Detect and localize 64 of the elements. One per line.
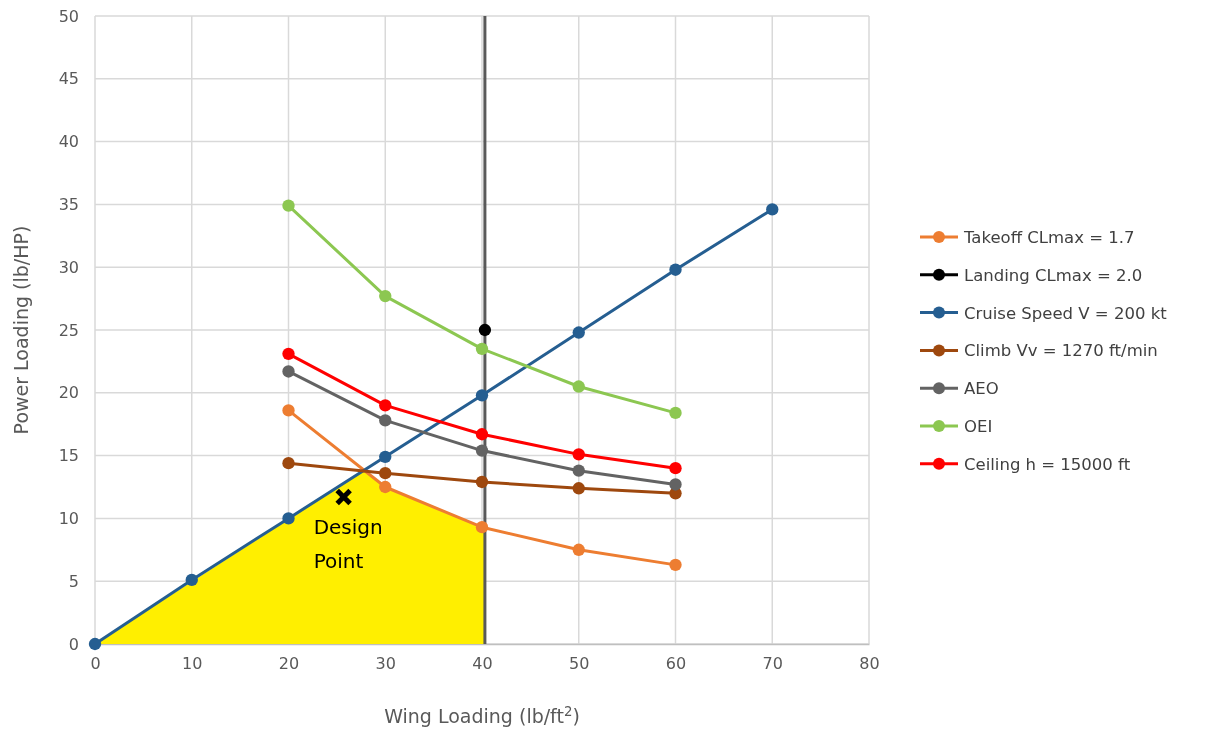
y-tick-label: 30 [58, 257, 79, 277]
point [475, 428, 489, 441]
point [379, 450, 392, 464]
y-tick-label: 35 [58, 195, 79, 215]
point [572, 543, 585, 556]
point [669, 461, 682, 475]
point [572, 448, 585, 461]
point [572, 464, 585, 477]
y-tick-label: 40 [58, 132, 79, 152]
x-tick-label: 70 [762, 654, 783, 674]
legend-label: OEI [964, 417, 993, 436]
y-tick-label: 5 [68, 571, 79, 591]
y-tick-label: 10 [58, 509, 79, 529]
point [282, 512, 295, 525]
x-axis-title: Wing Loading (lb/ft$^{2}$) [384, 703, 580, 727]
x-tick-label: 30 [375, 654, 396, 674]
point [669, 406, 682, 420]
annotation: Design Point [313, 515, 383, 574]
point [475, 475, 489, 489]
point [669, 478, 682, 491]
point [572, 482, 585, 495]
point [379, 289, 392, 303]
x-tick-label: 40 [472, 654, 493, 674]
point [475, 389, 489, 402]
point [282, 404, 295, 417]
point [282, 456, 295, 470]
y-tick-label: 25 [58, 320, 79, 340]
point [572, 326, 585, 339]
point [282, 199, 295, 212]
point [669, 263, 682, 276]
point [379, 467, 392, 480]
x-tick-label: 10 [182, 654, 203, 674]
x-tick-label: 20 [278, 654, 300, 674]
point [334, 488, 353, 506]
x-tick-label: 60 [665, 654, 687, 674]
point [475, 444, 489, 457]
x-tick-label: 80 [859, 654, 880, 674]
point [379, 399, 392, 412]
x-tick-label: 50 [569, 654, 590, 674]
legend-label: Ceiling h = 15000 ft [964, 454, 1131, 474]
y-tick-label: 15 [58, 446, 79, 466]
point [282, 365, 295, 378]
legend-label: Landing CLmax = 2.0 [964, 265, 1143, 285]
legend-label: AEO [964, 379, 999, 399]
x-tick-label: 0 [90, 654, 101, 674]
point [185, 573, 198, 587]
y-axis-title: Power Loading (lb/HP) [10, 225, 32, 435]
point [379, 480, 392, 494]
point [669, 558, 682, 572]
legend-label: Cruise Speed V = 200 kt [964, 303, 1168, 323]
point [88, 637, 102, 651]
point [379, 414, 392, 427]
legend-label: Takeoff CLmax = 1.7 [963, 228, 1135, 247]
y-tick-label: 50 [58, 6, 79, 26]
point [766, 203, 779, 216]
y-tick-label: 45 [58, 69, 79, 89]
point [572, 380, 585, 393]
y-tick-label: 20 [58, 383, 79, 403]
point [478, 323, 492, 337]
legend-label: Climb Vv = 1270 ft/min [964, 341, 1158, 361]
point [475, 342, 489, 356]
point [282, 347, 295, 361]
y-tick-label: 0 [68, 634, 79, 654]
point [475, 521, 489, 534]
